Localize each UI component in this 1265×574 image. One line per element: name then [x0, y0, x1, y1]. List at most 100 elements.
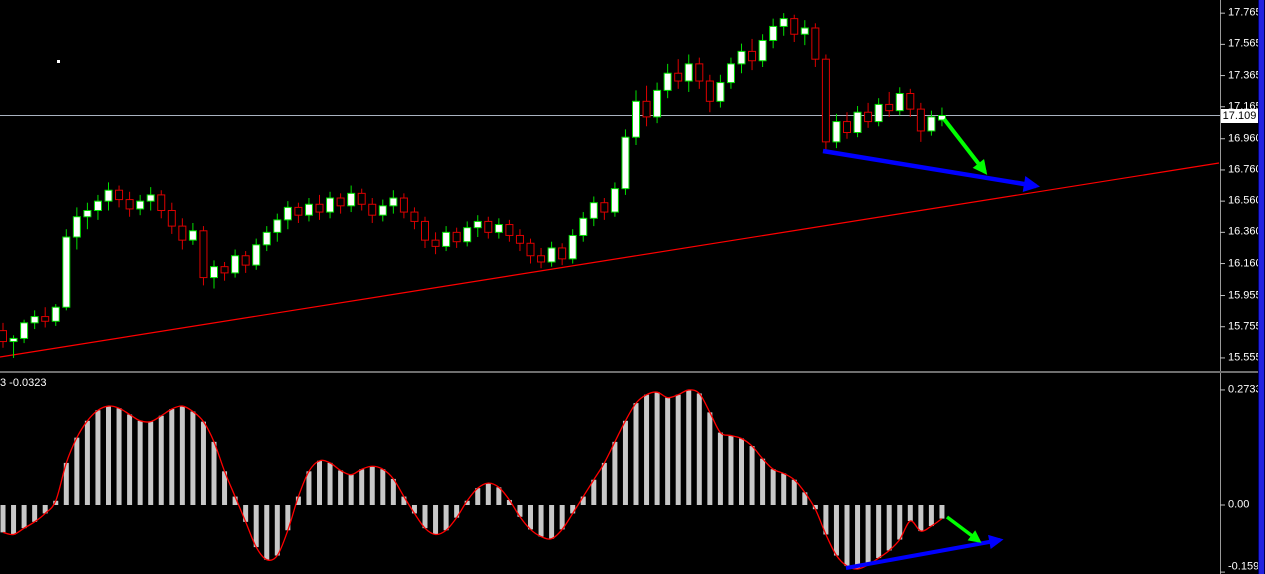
histogram-bar	[633, 403, 639, 505]
price-axis-label: 16.160	[1228, 257, 1262, 270]
histogram-bar	[802, 492, 808, 505]
histogram-bar	[897, 505, 903, 540]
price-axis-label: 17.365	[1228, 69, 1262, 82]
candle	[874, 103, 883, 123]
ohlc-info-text: 17.109 17.167 17.093 17.109	[1, 0, 221, 3]
candle	[864, 111, 873, 123]
histogram-bar	[781, 473, 787, 505]
candle	[579, 217, 588, 236]
histogram-bar	[865, 505, 871, 565]
histogram-bar	[886, 505, 892, 551]
histogram-bar	[411, 505, 417, 514]
candle	[916, 108, 925, 132]
histogram-bar	[485, 483, 491, 505]
candle	[737, 50, 746, 65]
candle	[452, 231, 461, 243]
histogram-bar	[612, 441, 618, 505]
candle	[610, 188, 619, 213]
candle	[315, 203, 324, 213]
histogram-bar	[728, 435, 734, 505]
histogram-bar	[739, 438, 744, 505]
candle	[515, 234, 524, 244]
histogram-bar	[317, 460, 322, 505]
candle	[937, 115, 946, 121]
histogram-bar	[907, 505, 913, 521]
candle	[326, 197, 335, 213]
green-signal-arrow[interactable]	[942, 117, 988, 175]
histogram-bar	[580, 496, 586, 505]
candle	[210, 266, 218, 279]
candle	[695, 63, 704, 82]
blue-trend-arrow[interactable]	[822, 148, 1040, 193]
histogram-bar	[528, 505, 533, 530]
candle	[304, 203, 313, 216]
candle	[125, 199, 134, 210]
histogram-bar	[32, 505, 38, 522]
candle	[885, 103, 894, 112]
candle	[505, 224, 514, 236]
histogram-bar	[918, 505, 924, 532]
candle	[642, 100, 651, 118]
panel-separator[interactable]	[0, 371, 1258, 373]
candle	[779, 18, 788, 27]
window-right-border	[1258, 0, 1265, 574]
blue-trend-arrow-sub[interactable]	[845, 534, 1004, 570]
candle	[927, 116, 936, 132]
histogram-bar	[190, 411, 196, 505]
histogram-bar	[11, 505, 17, 535]
histogram-bar	[464, 500, 470, 505]
histogram-bar	[327, 462, 333, 505]
histogram-bar	[390, 478, 396, 505]
candle	[167, 210, 176, 227]
green-signal-arrow-sub[interactable]	[945, 515, 982, 543]
candle	[853, 111, 862, 134]
histogram-bar	[686, 389, 692, 505]
candle	[157, 194, 166, 212]
candle	[568, 234, 577, 260]
candle	[357, 192, 366, 205]
price-axis-label: 17.165	[1228, 100, 1262, 113]
candle	[93, 200, 102, 212]
histogram-bar	[559, 505, 565, 530]
price-axis-label: 15.955	[1228, 289, 1262, 302]
histogram-bar	[380, 469, 386, 505]
candle	[558, 247, 567, 260]
candle	[674, 72, 683, 82]
candle	[653, 89, 662, 118]
candle	[906, 93, 915, 110]
histogram-bar	[285, 505, 291, 531]
histogram-bar	[348, 474, 354, 505]
histogram-bar	[433, 505, 439, 535]
histogram-bar	[338, 470, 344, 505]
price-axis-label: 16.960	[1228, 132, 1262, 145]
histogram-bar	[454, 505, 460, 518]
histogram-bar	[833, 505, 839, 556]
candle	[716, 82, 725, 102]
candle	[294, 206, 303, 216]
histogram-bar	[74, 437, 80, 505]
candle	[632, 100, 640, 138]
histogram-bar	[200, 421, 206, 505]
histogram-bar	[53, 500, 59, 505]
candle	[769, 25, 778, 41]
histogram-bar	[274, 505, 280, 556]
histogram-bar	[169, 409, 175, 505]
candle	[843, 121, 851, 134]
trendline[interactable]	[0, 162, 1220, 358]
price-axis-label: 16.360	[1228, 225, 1262, 238]
histogram-bar	[855, 505, 861, 569]
candle	[790, 18, 799, 35]
candle	[589, 202, 598, 219]
histogram-bar	[928, 505, 934, 527]
histogram-bar	[770, 469, 776, 505]
price-axis-label: 15.555	[1228, 351, 1262, 364]
histogram-bar	[179, 406, 185, 505]
candle	[241, 255, 250, 266]
histogram-bar	[295, 496, 301, 505]
histogram-bar	[675, 394, 681, 505]
histogram-bar	[84, 420, 90, 505]
candle	[800, 27, 809, 35]
oscillator-axis-label: 0.2733	[1228, 383, 1262, 396]
